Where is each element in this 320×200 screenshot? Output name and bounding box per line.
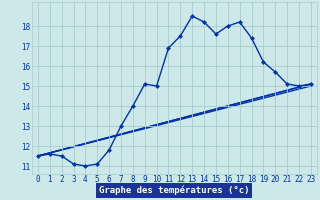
X-axis label: Graphe des températures (°c): Graphe des températures (°c) xyxy=(99,186,250,195)
